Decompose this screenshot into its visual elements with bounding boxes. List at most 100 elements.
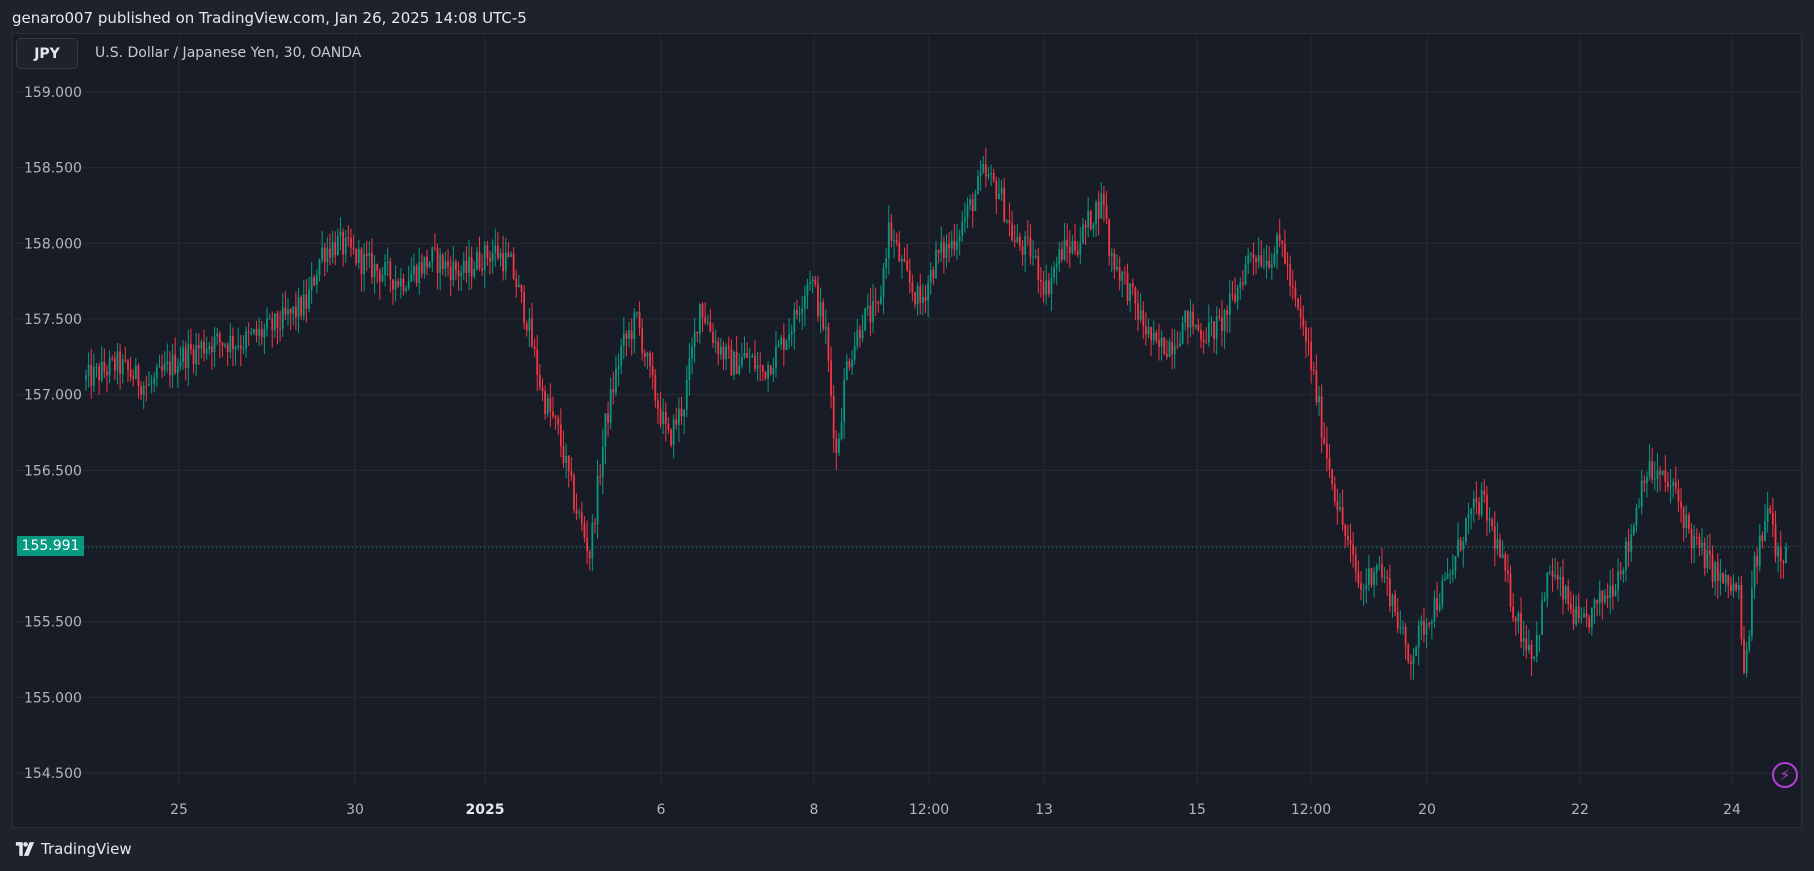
candle-body [371,252,373,278]
candle-body [1068,246,1071,253]
y-tick-label: 155.500 [24,615,82,631]
candle-body [940,242,943,254]
candle-body [447,260,449,267]
candle-body [1328,458,1331,470]
candle-body [1197,324,1200,330]
candle-body [633,312,636,340]
candle-body [200,341,203,349]
candle-body [557,417,560,425]
candle-body [1000,187,1003,194]
candle-body [1268,260,1271,268]
candle-body [268,318,271,320]
candle-body [754,355,756,369]
candle-body [232,335,234,350]
candle-body [415,266,418,284]
candle-body [399,278,402,287]
candle-body [1669,486,1672,488]
candle-body [216,333,219,337]
candle-body [937,249,940,254]
candle-body [924,296,927,301]
candle-body [310,277,313,290]
candle-body [1333,484,1336,502]
lightning-icon[interactable]: ⚡ [1772,762,1798,788]
candle-body [494,245,497,253]
candle-body [273,313,276,331]
candle-body [961,221,964,237]
candle-body [995,180,998,199]
candle-body [428,262,431,268]
candle-body [977,176,979,194]
candle-body [1362,588,1365,590]
candle-body [218,333,221,343]
candle-body [127,360,129,370]
candle-body [1155,332,1158,341]
candle-body [559,424,562,447]
candle-body [1535,635,1538,657]
candle-body [1194,324,1197,327]
candle-body [717,341,720,355]
candle-body [1113,253,1116,270]
x-tick-label: 20 [1418,802,1436,818]
candle-body [793,309,796,333]
candle-body [211,346,213,353]
candle-body [1228,293,1231,315]
candle-body [378,270,381,282]
candle-body [323,247,326,263]
candle-body [1423,621,1425,635]
candle-body [1152,332,1155,341]
candle-body [1459,539,1462,550]
candle-body [1716,562,1719,581]
candle-body [1779,546,1782,562]
candle-body [1339,507,1341,510]
chart-pane[interactable] [12,33,1802,828]
candle-body [208,346,211,350]
candle-body [1585,613,1588,617]
candle-body [1748,636,1751,650]
candle-body [124,359,127,361]
candle-body [271,318,274,331]
candle-body [1441,580,1444,606]
candle-body [693,331,696,347]
candle-body [756,365,759,369]
candle-body [575,509,578,514]
symbol-badge[interactable]: JPY [16,38,78,69]
candle-body [281,307,284,329]
candle-body [1596,599,1599,604]
candle-body [1512,606,1515,619]
candle-body [381,274,384,282]
candle-body [546,397,549,414]
candle-body [1546,572,1549,599]
candle-body [769,365,772,375]
candle-body [342,231,344,255]
candle-body [845,361,848,381]
brand[interactable]: TradingView [13,840,132,858]
candle-body [654,375,657,401]
candle-body [1593,599,1596,609]
candle-body [321,247,324,260]
candle-body [565,455,567,463]
candle-body [331,242,334,258]
candle-body [1764,521,1766,542]
x-tick-label: 12:00 [1291,802,1331,818]
candle-body [1123,271,1126,273]
candle-body [478,251,481,269]
candle-body [384,262,386,275]
candle-body [434,247,436,249]
candle-body [567,455,570,472]
candle-body [525,323,528,331]
candle-body [1276,234,1278,255]
candle-body [1105,204,1108,220]
candle-body [237,345,240,347]
candle-body [1454,556,1457,571]
candle-body [1108,219,1111,256]
candle-body [1040,280,1042,282]
candle-body [1672,481,1675,487]
candle-body [305,294,308,309]
candle-body [502,253,505,272]
candle-body [119,351,122,374]
candle-body [528,318,531,331]
candle-body [1210,321,1213,323]
candle-body [683,409,686,417]
candle-body [1074,241,1076,251]
